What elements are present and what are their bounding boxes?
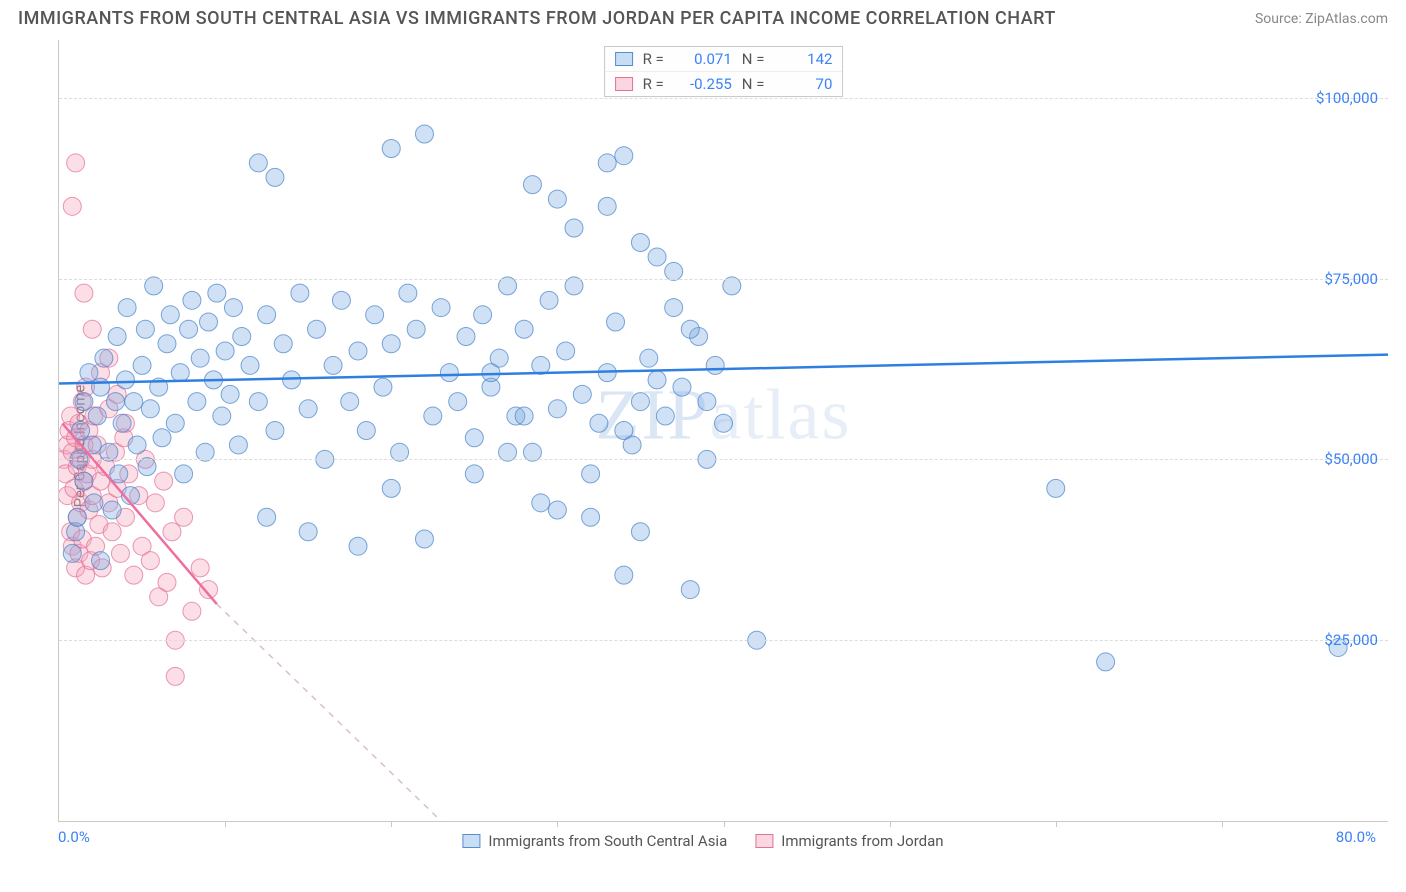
swatch-pink bbox=[755, 834, 773, 848]
x-tick bbox=[724, 821, 725, 827]
y-tick-label: $25,000 bbox=[1324, 631, 1378, 649]
x-tick bbox=[391, 821, 392, 827]
chart-header: IMMIGRANTS FROM SOUTH CENTRAL ASIA VS IM… bbox=[0, 0, 1406, 33]
y-tick-label: $50,000 bbox=[1324, 450, 1378, 468]
y-tick-label: $75,000 bbox=[1324, 270, 1378, 288]
legend-stats: R = 0.071 N = 142 R = -0.255 N = 70 bbox=[604, 46, 844, 97]
x-axis-max-label: 80.0% bbox=[1336, 828, 1376, 846]
n-value: 70 bbox=[774, 75, 832, 93]
x-tick bbox=[557, 821, 558, 827]
x-tick bbox=[225, 821, 226, 827]
n-label: N = bbox=[742, 50, 765, 68]
source-attribution: Source: ZipAtlas.com bbox=[1255, 11, 1388, 27]
swatch-blue bbox=[462, 834, 480, 848]
n-value: 142 bbox=[774, 50, 832, 68]
plot-area: ZIPatlas R = 0.071 N = 142 R = -0.255 N … bbox=[58, 40, 1388, 822]
correlation-chart: Per Capita Income ZIPatlas R = 0.071 N =… bbox=[18, 40, 1388, 852]
r-value: -0.255 bbox=[674, 75, 732, 93]
gridline bbox=[59, 98, 1388, 99]
source-value: ZipAtlas.com bbox=[1305, 11, 1388, 27]
source-label: Source: bbox=[1255, 11, 1302, 27]
x-tick bbox=[1222, 821, 1223, 827]
r-label: R = bbox=[643, 75, 664, 93]
chart-title: IMMIGRANTS FROM SOUTH CENTRAL ASIA VS IM… bbox=[18, 8, 1056, 29]
legend-item: Immigrants from Jordan bbox=[755, 832, 943, 850]
legend-label: Immigrants from South Central Asia bbox=[488, 832, 727, 850]
r-value: 0.071 bbox=[674, 50, 732, 68]
x-tick bbox=[890, 821, 891, 827]
n-label: N = bbox=[742, 75, 765, 93]
gridline bbox=[59, 640, 1388, 641]
gridline bbox=[59, 279, 1388, 280]
r-label: R = bbox=[643, 50, 664, 68]
scatter-svg bbox=[59, 40, 1388, 821]
swatch-blue bbox=[615, 52, 633, 66]
legend-item: Immigrants from South Central Asia bbox=[462, 832, 727, 850]
x-axis-min-label: 0.0% bbox=[58, 828, 90, 846]
x-tick bbox=[1056, 821, 1057, 827]
swatch-pink bbox=[615, 77, 633, 91]
legend-stats-row: R = 0.071 N = 142 bbox=[605, 47, 843, 71]
legend-stats-row: R = -0.255 N = 70 bbox=[605, 71, 843, 96]
legend-series: Immigrants from South Central Asia Immig… bbox=[462, 832, 943, 850]
legend-label: Immigrants from Jordan bbox=[781, 832, 943, 850]
y-tick-label: $100,000 bbox=[1316, 89, 1378, 107]
gridline bbox=[59, 459, 1388, 460]
